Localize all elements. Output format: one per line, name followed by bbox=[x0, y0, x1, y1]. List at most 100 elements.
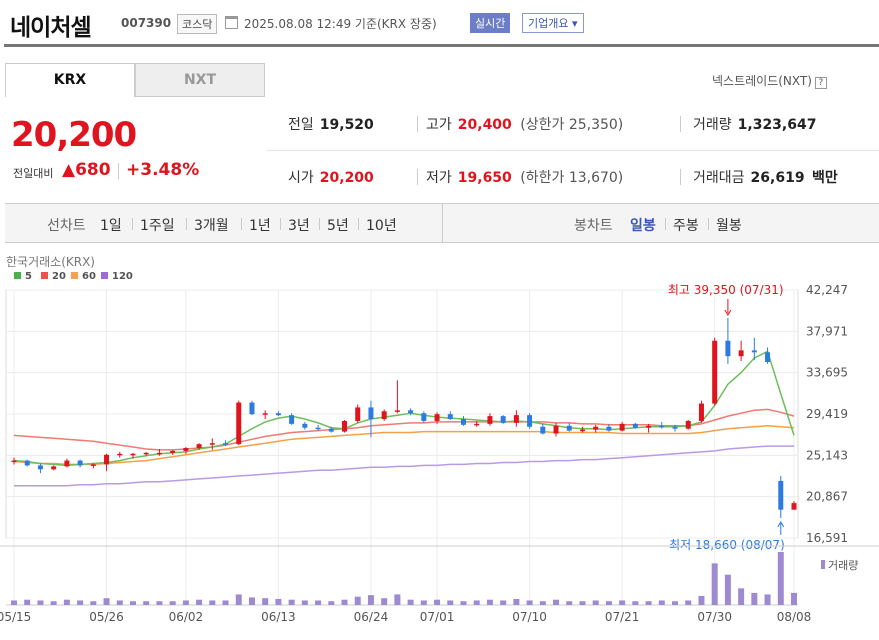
change-rate: +3.48% bbox=[126, 160, 200, 180]
volume-bar bbox=[420, 600, 427, 605]
volume-bar bbox=[645, 601, 652, 605]
realtime-button[interactable]: 실시간 bbox=[470, 13, 511, 33]
candle-body bbox=[11, 460, 17, 463]
candle-body bbox=[24, 460, 30, 466]
company-overview-button[interactable]: 기업개요 ▾ bbox=[522, 13, 584, 33]
volume-bar bbox=[129, 601, 136, 605]
volume-bar bbox=[738, 588, 745, 605]
period-divider bbox=[241, 218, 242, 230]
info-separator bbox=[680, 116, 681, 132]
volume-bar bbox=[632, 601, 639, 605]
candle-body bbox=[223, 443, 229, 445]
upper-limit-label: (상한가 bbox=[520, 117, 565, 133]
volume-bar bbox=[791, 592, 797, 605]
period-group-divider bbox=[442, 204, 443, 242]
candle-body bbox=[342, 420, 348, 432]
legend-label: 60 bbox=[82, 271, 96, 282]
x-tick-label: 05/26 bbox=[89, 610, 124, 624]
period-3m[interactable]: 3개월 bbox=[194, 218, 229, 234]
price-chart: 한국거래소(KRX) 5 20 60 120 42,247 37,971 33,695 29,4… bbox=[0, 255, 879, 624]
candle-body bbox=[156, 452, 162, 455]
period-3y[interactable]: 3년 bbox=[288, 218, 310, 234]
period-1y[interactable]: 1년 bbox=[249, 218, 271, 234]
volume-bar bbox=[685, 600, 692, 605]
x-tick-label: 07/10 bbox=[512, 610, 547, 624]
volume-bar bbox=[500, 600, 507, 605]
candle-chart-title: 봉차트 bbox=[574, 218, 613, 234]
volume-bar bbox=[169, 601, 176, 605]
x-tick-label: 06/24 bbox=[354, 610, 389, 624]
low-value: 19,650 bbox=[457, 170, 512, 186]
change-value: ▲680 bbox=[62, 160, 111, 180]
y-tick-label: 42,247 bbox=[806, 283, 848, 297]
period-daily[interactable]: 일봉 bbox=[630, 218, 656, 234]
y-tick-label: 37,971 bbox=[806, 324, 848, 338]
volume-bar bbox=[473, 600, 480, 605]
candle-body bbox=[77, 460, 83, 466]
volume-bar bbox=[143, 601, 150, 605]
market-badge: 코스닥 bbox=[177, 14, 218, 34]
ma20-line bbox=[13, 408, 795, 451]
candle-body bbox=[751, 350, 757, 353]
lower-limit-value: 13,670) bbox=[568, 170, 624, 186]
volume-bar bbox=[764, 594, 771, 605]
volume-bar bbox=[658, 600, 665, 605]
period-1d[interactable]: 1일 bbox=[100, 218, 122, 234]
period-5y[interactable]: 5년 bbox=[327, 218, 349, 234]
volume-bar bbox=[566, 601, 573, 605]
y-tick-label: 25,143 bbox=[806, 448, 848, 462]
volume-bar bbox=[367, 595, 374, 605]
period-monthly[interactable]: 월봉 bbox=[716, 218, 742, 234]
tab-nxt[interactable]: NXT bbox=[135, 63, 265, 97]
x-tick-label: 06/13 bbox=[261, 610, 296, 624]
candle-body bbox=[170, 450, 176, 453]
candle-body bbox=[791, 503, 797, 510]
volume-bar bbox=[262, 598, 269, 605]
current-price: 20,200 bbox=[11, 115, 137, 155]
help-icon[interactable]: ? bbox=[814, 77, 827, 89]
candle-body bbox=[196, 444, 202, 449]
volume-bar bbox=[526, 600, 533, 605]
legend-swatch bbox=[41, 272, 48, 279]
volume-bar bbox=[248, 597, 255, 605]
candle-body bbox=[355, 407, 361, 421]
header: 네이처셀 007390 코스닥 2025.08.08 12:49 기준(KRX … bbox=[0, 0, 879, 47]
nxt-link-label[interactable]: 넥스트레이드(NXT) bbox=[712, 74, 812, 88]
volume-bar bbox=[341, 599, 348, 605]
period-10y[interactable]: 10년 bbox=[366, 218, 397, 234]
high-price: 고가 20,400 (상한가 25,350) bbox=[426, 114, 623, 134]
candle-body bbox=[698, 403, 704, 421]
volume-value: 1,323,647 bbox=[737, 117, 817, 133]
nxt-link[interactable]: 넥스트레이드(NXT)? bbox=[712, 72, 827, 89]
period-divider bbox=[186, 218, 187, 230]
period-1w[interactable]: 1주일 bbox=[140, 218, 175, 234]
candle-body bbox=[209, 443, 215, 445]
volume-bar bbox=[672, 601, 679, 605]
candle-body bbox=[117, 453, 123, 456]
candle-body bbox=[672, 426, 678, 429]
volume-bar bbox=[50, 601, 57, 605]
tab-krx[interactable]: KRX bbox=[5, 63, 135, 97]
volume-bar bbox=[90, 601, 97, 605]
candle-body bbox=[553, 425, 559, 434]
volume-bar bbox=[407, 599, 414, 605]
volume-bar bbox=[394, 594, 401, 605]
volume-bar bbox=[447, 600, 454, 605]
low-price: 저가 19,650 (하한가 13,670) bbox=[426, 167, 623, 187]
candle-body bbox=[738, 350, 744, 357]
change-separator bbox=[118, 163, 119, 179]
min-arrow-head bbox=[777, 521, 785, 528]
volume-bar bbox=[605, 601, 612, 605]
x-tick-label: 07/01 bbox=[420, 610, 455, 624]
candle-body bbox=[368, 407, 374, 420]
candle-body bbox=[712, 340, 718, 404]
info-separator bbox=[417, 169, 418, 185]
candle-body bbox=[527, 415, 533, 427]
prev-close-value: 19,520 bbox=[319, 117, 374, 133]
amount-label: 거래대금 bbox=[693, 170, 745, 186]
info-separator bbox=[680, 169, 681, 185]
candle-body bbox=[447, 414, 453, 420]
period-weekly[interactable]: 주봉 bbox=[673, 218, 699, 234]
candle-body bbox=[659, 425, 665, 428]
volume-legend-label: 거래량 bbox=[828, 559, 858, 572]
